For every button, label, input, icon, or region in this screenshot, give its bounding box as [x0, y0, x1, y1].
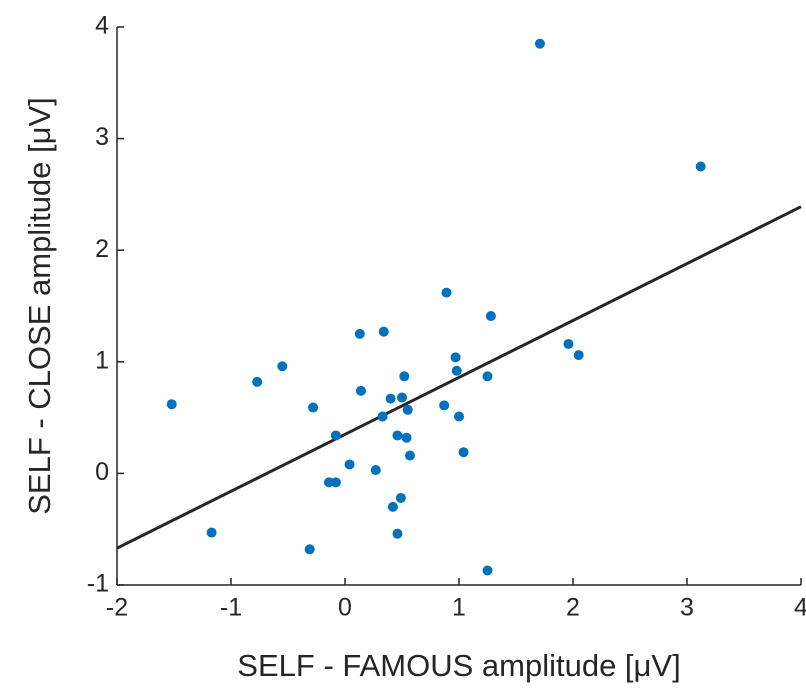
point [485, 311, 496, 322]
y-axis-label: SELF - CLOSE amplitude [μV] [22, 97, 57, 515]
point [534, 38, 545, 49]
y-tick-label: 1 [95, 346, 109, 374]
point [355, 385, 366, 396]
point [401, 432, 412, 443]
point [308, 402, 319, 413]
point [563, 338, 574, 349]
point [454, 411, 464, 422]
point [392, 430, 403, 441]
point [252, 376, 263, 387]
x-tick-label: 0 [338, 594, 352, 622]
point [399, 371, 410, 382]
x-tick-label: -2 [106, 594, 128, 622]
point [378, 326, 389, 337]
point [324, 477, 335, 488]
y-tick-label: -1 [87, 570, 109, 598]
point [370, 465, 381, 476]
x-axis-label: SELF - FAMOUS amplitude [μV] [237, 648, 680, 683]
point [277, 361, 288, 372]
point [451, 365, 462, 376]
x-tick-label: -1 [220, 594, 242, 622]
point [439, 400, 450, 411]
point [395, 492, 406, 503]
x-tick-label: 3 [680, 594, 694, 622]
point [482, 565, 493, 576]
x-tick-label: 4 [794, 594, 806, 622]
point [387, 501, 398, 512]
point [392, 528, 403, 539]
point [377, 411, 388, 422]
y-tick-label: 0 [95, 458, 109, 486]
point [206, 527, 217, 538]
point [458, 447, 469, 458]
point [344, 459, 355, 470]
y-tick-label: 4 [95, 12, 109, 40]
point [482, 371, 493, 382]
point [450, 352, 461, 363]
point [330, 477, 341, 488]
point [404, 450, 415, 461]
y-tick-label: 3 [95, 123, 109, 151]
point [330, 430, 341, 441]
point [397, 392, 407, 403]
point [402, 404, 413, 415]
point [304, 544, 315, 555]
point [573, 350, 584, 361]
point [354, 328, 365, 339]
y-tick-label: 2 [95, 235, 109, 263]
point [695, 161, 706, 172]
point [166, 399, 177, 410]
point [441, 287, 452, 298]
fit-line [116, 205, 802, 550]
x-tick-label: 2 [566, 594, 580, 622]
point [385, 393, 396, 404]
x-tick-label: 1 [452, 594, 466, 622]
